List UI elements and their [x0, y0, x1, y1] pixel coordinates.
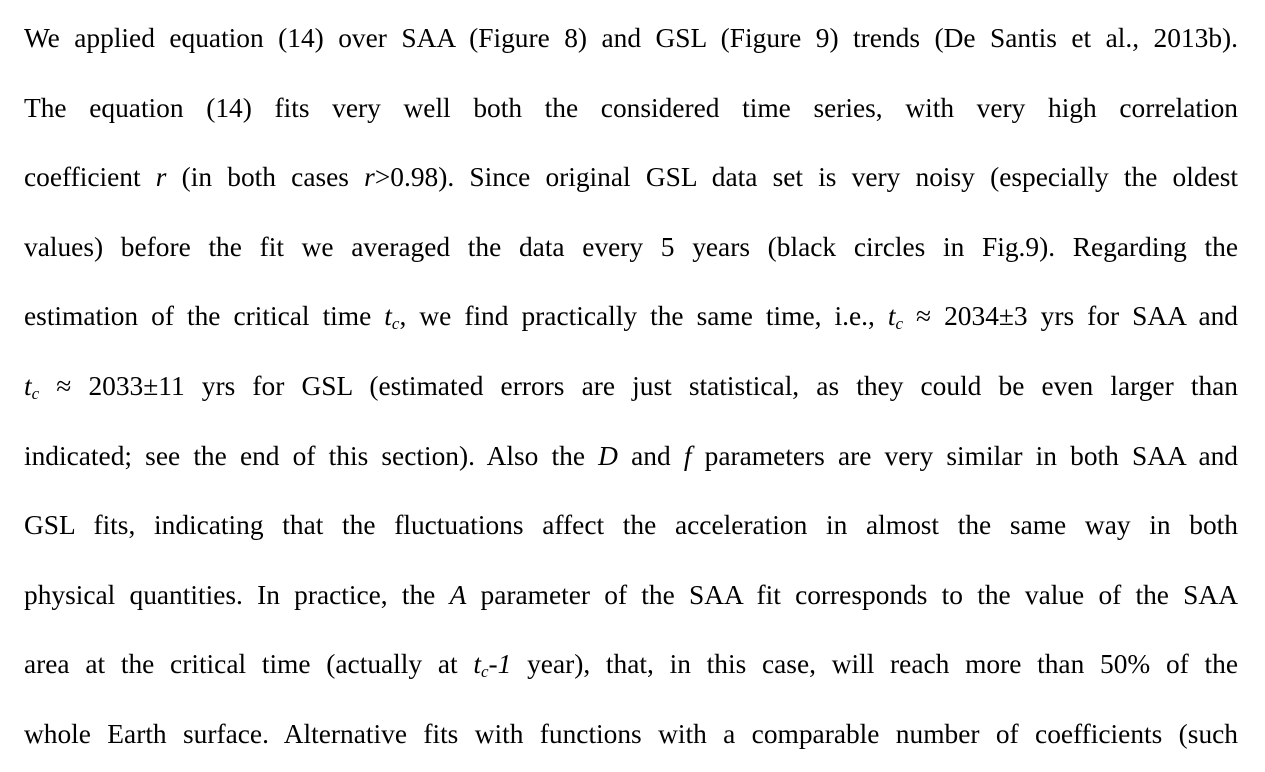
subscript-c: c [480, 662, 489, 682]
symbol-r: r [364, 162, 375, 193]
line-9-text-b: parameter of the SAA fit corresponds to … [466, 579, 1238, 610]
line-7-text-c: parameters are very similar in both SAA … [691, 440, 1238, 471]
text-line-3: coefficient r (in both cases r>0.98). Si… [24, 139, 1238, 209]
line-3-text-c: >0.98). Since original GSL data set is v… [374, 162, 1238, 193]
line-9-text-a: physical quantities. In practice, the [24, 579, 450, 610]
line-8-text: GSL fits, indicating that the fluctuatio… [24, 510, 1238, 541]
line-10-text-b: year), that, in this case, will reach mo… [511, 649, 1238, 680]
line-5-text-a: estimation of the critical time [24, 301, 385, 332]
text-line-7: indicated; see the end of this section).… [24, 418, 1238, 488]
text-line-9: physical quantities. In practice, the A … [24, 557, 1238, 627]
text-line-2: The equation (14) fits very well both th… [24, 70, 1238, 140]
subscript-c: c [391, 314, 400, 334]
text-line-4: values) before the fit we averaged the d… [24, 209, 1238, 279]
text-line-5: estimation of the critical time tc, we f… [24, 278, 1238, 348]
symbol-t: t [24, 370, 32, 401]
text-line-11: whole Earth surface. Alternative fits wi… [24, 696, 1238, 766]
text-line-1: We applied equation (14) over SAA (Figur… [24, 0, 1238, 70]
line-11-text: whole Earth surface. Alternative fits wi… [24, 718, 1238, 749]
line-5-text-b: , we find practically the same time, i.e… [399, 301, 888, 332]
line-5-text-c: ≈ 2034±3 yrs for SAA and [903, 301, 1239, 332]
text-line-8: GSL fits, indicating that the fluctuatio… [24, 487, 1238, 557]
line-6-text: ≈ 2033±11 yrs for GSL (estimated errors … [39, 370, 1238, 401]
minus-one: -1 [488, 649, 512, 680]
symbol-D: D [598, 440, 618, 471]
subscript-c: c [895, 314, 903, 334]
symbol-r: r [155, 162, 167, 193]
line-4-text: values) before the fit we averaged the d… [24, 231, 1238, 262]
line-10-text-a: area at the critical time (actually at [24, 649, 474, 680]
text-line-10: area at the critical time (actually at t… [24, 626, 1238, 696]
line-1-text: We applied equation (14) over SAA (Figur… [24, 23, 1238, 53]
subscript-c: c [31, 384, 40, 404]
body-paragraph: We applied equation (14) over SAA (Figur… [24, 0, 1238, 766]
line-2-text: The equation (14) fits very well both th… [24, 92, 1238, 123]
symbol-t: t [384, 301, 392, 332]
line-7-text-a: indicated; see the end of this section).… [24, 440, 599, 471]
line-3-text-a: coefficient [24, 162, 156, 193]
symbol-A: A [449, 579, 467, 610]
line-7-text-b: and [617, 440, 684, 471]
line-3-text-b: (in both cases [166, 162, 365, 193]
symbol-t: t [887, 301, 896, 332]
symbol-t: t [473, 649, 481, 680]
symbol-f: f [683, 440, 692, 471]
text-line-6: tc ≈ 2033±11 yrs for GSL (estimated erro… [24, 348, 1238, 418]
